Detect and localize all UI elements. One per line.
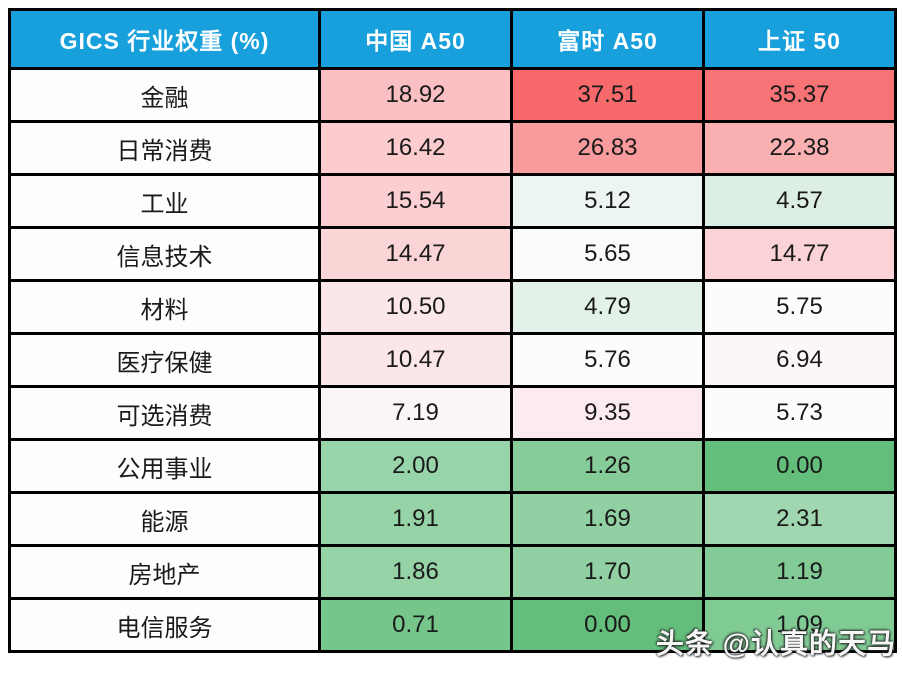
weight-cell: 0.71 — [318, 597, 513, 653]
sector-label: 医疗保健 — [8, 332, 321, 388]
weight-cell: 10.47 — [318, 332, 513, 388]
weight-cell: 2.31 — [702, 491, 897, 547]
weight-cell: 4.79 — [510, 279, 705, 335]
weight-cell: 1.09 — [702, 597, 897, 653]
table-row: 信息技术 14.47 5.65 14.77 — [8, 226, 897, 282]
watermark: 头条 @认真的天马 — [655, 628, 896, 659]
weight-cell: 35.37 — [702, 67, 897, 123]
weight-cell: 5.12 — [510, 173, 705, 229]
table-row: 医疗保健 10.47 5.76 6.94 — [8, 332, 897, 388]
weight-cell: 37.51 — [510, 67, 705, 123]
weight-cell: 5.76 — [510, 332, 705, 388]
weight-cell: 1.91 — [318, 491, 513, 547]
sector-label: 可选消费 — [8, 385, 321, 441]
sector-label: 公用事业 — [8, 438, 321, 494]
table-row: 电信服务 0.71 0.00 1.09 — [8, 597, 897, 653]
sector-label: 金融 — [8, 67, 321, 123]
weight-cell: 0.00 — [702, 438, 897, 494]
sector-label: 工业 — [8, 173, 321, 229]
sector-label: 信息技术 — [8, 226, 321, 282]
weight-cell: 22.38 — [702, 120, 897, 176]
table-row: 日常消费 16.42 26.83 22.38 — [8, 120, 897, 176]
table-row: 金融 18.92 37.51 35.37 — [8, 67, 897, 123]
weight-cell: 2.00 — [318, 438, 513, 494]
sector-label: 房地产 — [8, 544, 321, 600]
weight-cell: 26.83 — [510, 120, 705, 176]
gics-weights-table: GICS 行业权重 (%) 中国 A50 富时 A50 上证 50 金融 18.9… — [8, 8, 897, 653]
weight-cell: 5.75 — [702, 279, 897, 335]
weight-cell: 1.70 — [510, 544, 705, 600]
header-cell-sse-50: 上证 50 — [702, 8, 897, 70]
header-cell-title: GICS 行业权重 (%) — [8, 8, 321, 70]
weight-cell: 7.19 — [318, 385, 513, 441]
weight-cell: 5.73 — [702, 385, 897, 441]
header-row: GICS 行业权重 (%) 中国 A50 富时 A50 上证 50 — [8, 8, 897, 70]
table-row: 公用事业 2.00 1.26 0.00 — [8, 438, 897, 494]
weight-cell: 1.69 — [510, 491, 705, 547]
weight-cell: 4.57 — [702, 173, 897, 229]
table-row: 房地产 1.86 1.70 1.19 — [8, 544, 897, 600]
weight-cell: 6.94 — [702, 332, 897, 388]
weight-cell: 18.92 — [318, 67, 513, 123]
sector-label: 电信服务 — [8, 597, 321, 653]
weight-cell: 15.54 — [318, 173, 513, 229]
table-row: 能源 1.91 1.69 2.31 — [8, 491, 897, 547]
weight-cell: 16.42 — [318, 120, 513, 176]
weight-cell: 14.77 — [702, 226, 897, 282]
header-cell-ftse-a50: 富时 A50 — [510, 8, 705, 70]
table-body: 金融 18.92 37.51 35.37 日常消费 16.42 26.83 22.38 工业 15… — [8, 67, 897, 653]
table-row: 工业 15.54 5.12 4.57 — [8, 173, 897, 229]
table-row: 材料 10.50 4.79 5.75 — [8, 279, 897, 335]
weight-cell: 14.47 — [318, 226, 513, 282]
weight-cell: 9.35 — [510, 385, 705, 441]
table-row: 可选消费 7.19 9.35 5.73 — [8, 385, 897, 441]
weight-cell: 0.00 — [510, 597, 705, 653]
sector-label: 日常消费 — [8, 120, 321, 176]
weight-cell: 10.50 — [318, 279, 513, 335]
header-cell-china-a50: 中国 A50 — [318, 8, 513, 70]
sector-label: 能源 — [8, 491, 321, 547]
weight-cell: 5.65 — [510, 226, 705, 282]
sector-label: 材料 — [8, 279, 321, 335]
weight-cell: 1.86 — [318, 544, 513, 600]
weight-cell: 1.19 — [702, 544, 897, 600]
weight-cell: 1.26 — [510, 438, 705, 494]
